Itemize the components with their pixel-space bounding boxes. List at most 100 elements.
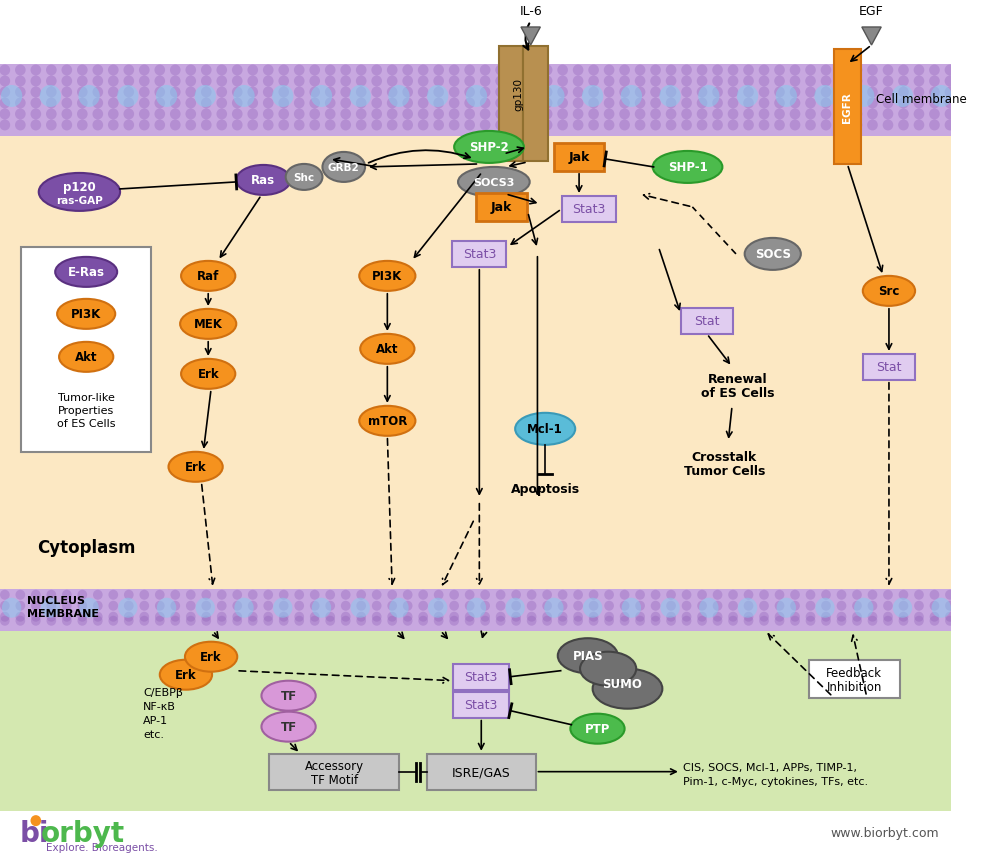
Circle shape	[312, 598, 331, 618]
Text: Erk: Erk	[197, 368, 219, 381]
Circle shape	[139, 612, 149, 622]
Text: PI3K: PI3K	[71, 308, 101, 321]
Circle shape	[774, 109, 785, 120]
Circle shape	[464, 77, 475, 87]
Circle shape	[790, 77, 800, 87]
Circle shape	[634, 66, 645, 77]
Text: Jak: Jak	[569, 151, 590, 165]
Text: IL-6: IL-6	[519, 5, 542, 19]
Circle shape	[232, 109, 243, 120]
Bar	[453, 241, 507, 268]
Circle shape	[325, 612, 335, 622]
Circle shape	[651, 590, 661, 600]
Circle shape	[899, 601, 908, 611]
Circle shape	[371, 120, 382, 131]
Text: of ES Cells: of ES Cells	[57, 418, 116, 428]
Circle shape	[821, 120, 832, 131]
Circle shape	[699, 598, 719, 618]
Circle shape	[604, 66, 615, 77]
Circle shape	[542, 77, 553, 87]
Circle shape	[1, 86, 23, 107]
Circle shape	[588, 66, 599, 77]
Bar	[499, 48, 523, 162]
Circle shape	[743, 120, 754, 131]
Circle shape	[620, 601, 629, 611]
Circle shape	[837, 87, 846, 98]
Circle shape	[31, 612, 40, 622]
Circle shape	[821, 590, 831, 600]
Circle shape	[682, 601, 691, 611]
Circle shape	[186, 601, 195, 611]
Text: bi: bi	[20, 819, 49, 847]
Circle shape	[201, 612, 211, 622]
Text: AP-1: AP-1	[143, 715, 169, 725]
Circle shape	[698, 86, 720, 107]
Circle shape	[837, 590, 846, 600]
Circle shape	[46, 77, 57, 87]
Circle shape	[294, 120, 304, 131]
Circle shape	[651, 616, 661, 626]
Circle shape	[526, 120, 537, 131]
Circle shape	[233, 616, 243, 626]
Circle shape	[139, 66, 149, 77]
Circle shape	[480, 109, 490, 120]
Circle shape	[355, 120, 366, 131]
Circle shape	[325, 616, 335, 626]
Circle shape	[77, 109, 87, 120]
Circle shape	[464, 590, 474, 600]
Ellipse shape	[38, 174, 120, 212]
Circle shape	[682, 616, 691, 626]
Circle shape	[139, 109, 149, 120]
Circle shape	[434, 590, 444, 600]
Ellipse shape	[261, 681, 315, 711]
Bar	[453, 664, 510, 690]
Circle shape	[341, 616, 351, 626]
Circle shape	[356, 612, 366, 622]
Circle shape	[837, 77, 846, 87]
Circle shape	[852, 601, 862, 611]
Circle shape	[0, 109, 10, 120]
Circle shape	[356, 601, 366, 611]
Text: SOCS: SOCS	[755, 248, 791, 261]
Circle shape	[372, 616, 382, 626]
Circle shape	[351, 598, 370, 618]
Text: Stat: Stat	[694, 315, 720, 328]
Circle shape	[186, 590, 195, 600]
Circle shape	[30, 98, 41, 109]
Circle shape	[155, 601, 165, 611]
Circle shape	[791, 590, 800, 600]
Circle shape	[805, 109, 816, 120]
Circle shape	[170, 98, 181, 109]
Circle shape	[697, 612, 707, 622]
Text: Erk: Erk	[175, 669, 196, 682]
Circle shape	[387, 612, 397, 622]
Circle shape	[929, 77, 940, 87]
Circle shape	[883, 120, 894, 131]
Circle shape	[851, 87, 862, 98]
Circle shape	[945, 109, 955, 120]
Circle shape	[480, 120, 490, 131]
Circle shape	[774, 98, 785, 109]
Circle shape	[851, 77, 862, 87]
Circle shape	[682, 109, 692, 120]
Circle shape	[495, 77, 506, 87]
Circle shape	[558, 616, 568, 626]
Circle shape	[78, 616, 87, 626]
Text: Tumor Cells: Tumor Cells	[683, 465, 765, 478]
Circle shape	[171, 616, 180, 626]
Circle shape	[139, 98, 149, 109]
Ellipse shape	[237, 165, 291, 195]
Circle shape	[108, 77, 119, 87]
Circle shape	[604, 109, 615, 120]
Circle shape	[156, 86, 177, 107]
Circle shape	[341, 612, 351, 622]
Circle shape	[92, 109, 103, 120]
Circle shape	[0, 66, 10, 77]
Circle shape	[433, 87, 444, 98]
Circle shape	[759, 612, 769, 622]
Circle shape	[697, 109, 707, 120]
Circle shape	[62, 616, 72, 626]
Circle shape	[853, 86, 874, 107]
Circle shape	[92, 98, 103, 109]
Circle shape	[791, 612, 800, 622]
